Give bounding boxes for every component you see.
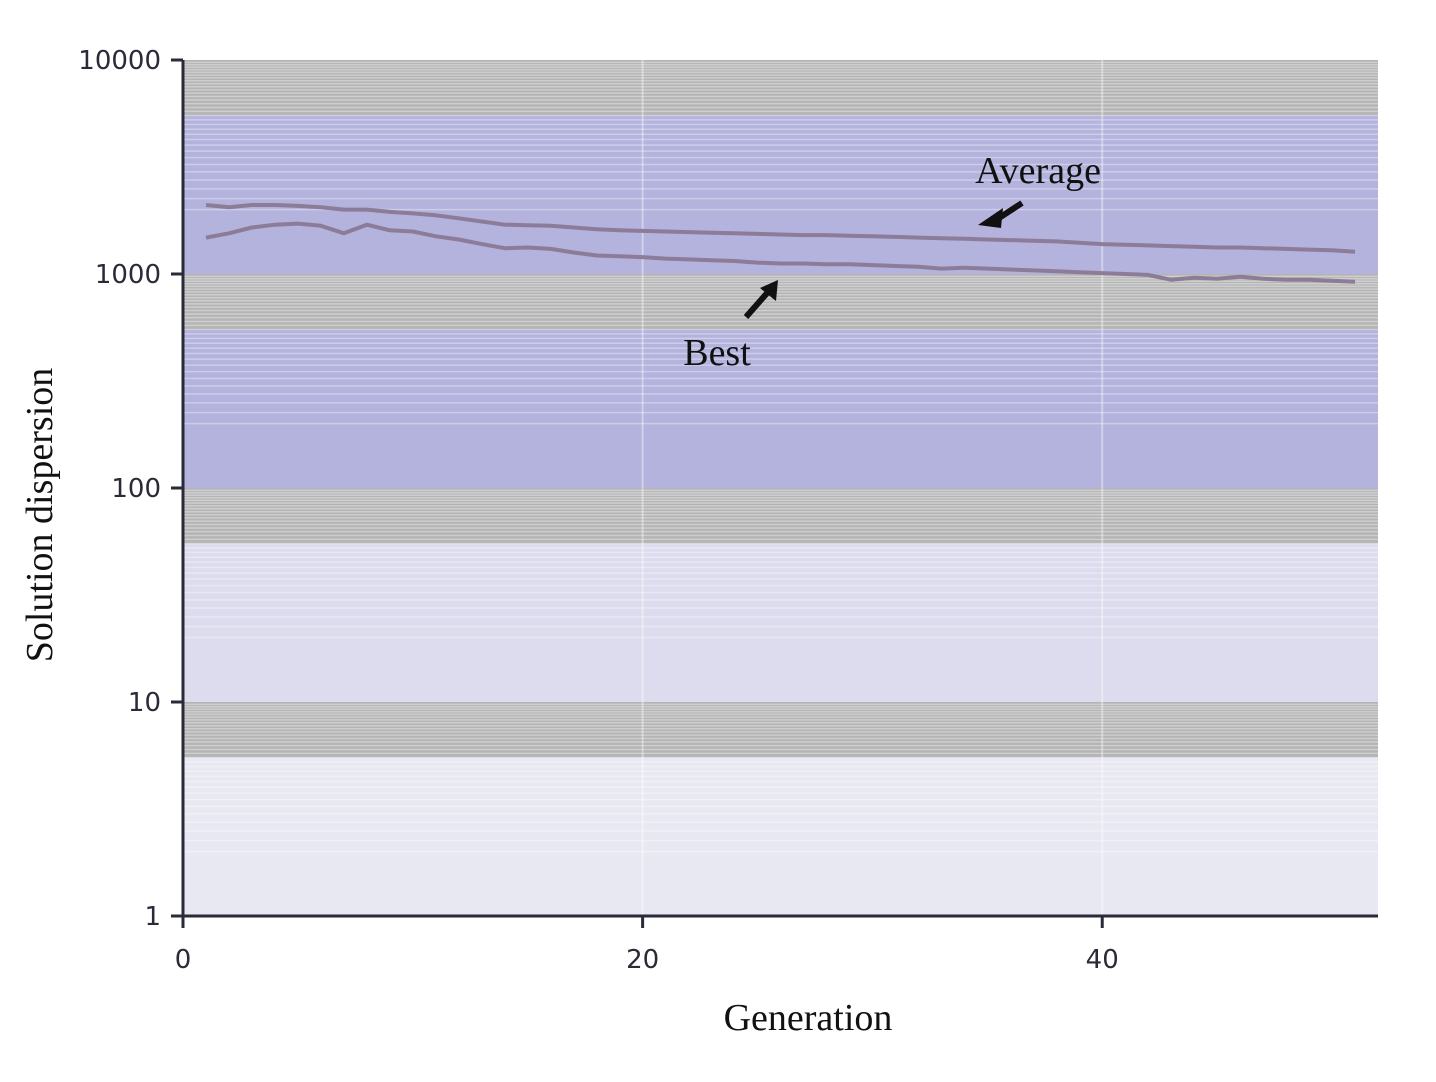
annotation-best-arrowhead [760, 280, 778, 301]
annotation-best-label: Best [683, 332, 751, 374]
decade-gray-band-1 [183, 274, 1378, 330]
series-line-average [205, 203, 1356, 254]
annotation-average-label: Average [975, 150, 1101, 192]
y-tick-label: 1000 [95, 260, 161, 290]
decade-gray-band-2 [183, 488, 1378, 544]
series-lines [205, 203, 1356, 284]
x-axis-title: Generation [724, 997, 893, 1039]
plot-background-bands [183, 60, 1378, 916]
y-tick-label: 10 [128, 688, 161, 718]
annotation-best-arrow [743, 290, 771, 319]
decade-gray-band-3 [183, 702, 1378, 758]
y-axis-title: Solution dispersion [19, 368, 61, 663]
annotation-average-arrowhead [978, 208, 1003, 228]
annotation-average: Average [975, 150, 1101, 228]
annotation-best: Best [683, 280, 778, 374]
x-tick-label: 0 [175, 945, 192, 975]
decade-gray-band-0 [183, 60, 1378, 116]
x-tick-label: 20 [626, 945, 659, 975]
tick-labels: 1 10 100 1000 10000 0 20 40 [78, 46, 1118, 975]
series-line-best [205, 221, 1356, 284]
x-tick-label: 40 [1086, 945, 1119, 975]
y-tick-label: 10000 [78, 46, 161, 76]
y-tick-label: 1 [144, 902, 161, 932]
y-tick-label: 100 [111, 474, 161, 504]
